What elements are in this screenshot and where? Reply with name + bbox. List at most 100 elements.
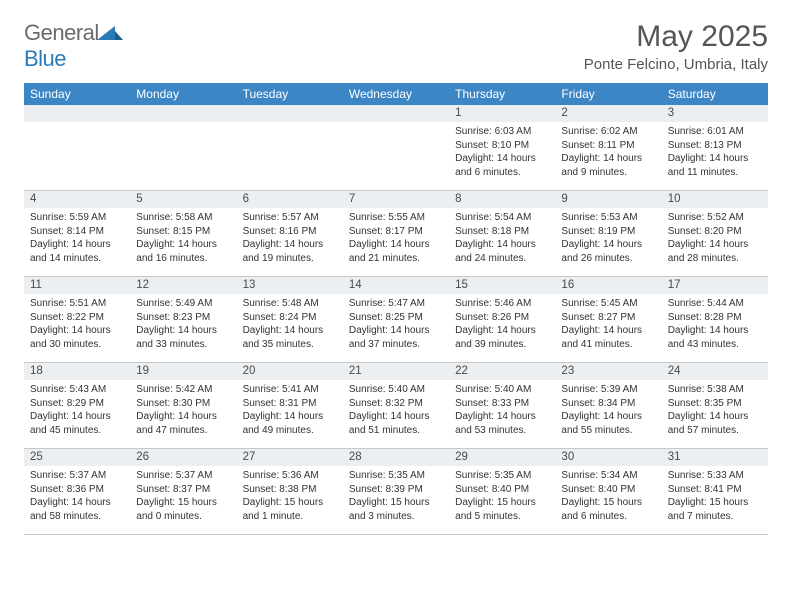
calendar-cell: 9Sunrise: 5:53 AMSunset: 8:19 PMDaylight… — [555, 191, 661, 277]
calendar-cell: 3Sunrise: 6:01 AMSunset: 8:13 PMDaylight… — [662, 105, 768, 191]
sunrise-text: Sunrise: 5:34 AM — [561, 469, 655, 483]
day-data: Sunrise: 5:49 AMSunset: 8:23 PMDaylight:… — [130, 294, 236, 355]
day-data: Sunrise: 5:45 AMSunset: 8:27 PMDaylight:… — [555, 294, 661, 355]
calendar-cell: 5Sunrise: 5:58 AMSunset: 8:15 PMDaylight… — [130, 191, 236, 277]
sunset-text: Sunset: 8:20 PM — [668, 225, 762, 239]
calendar-cell: 22Sunrise: 5:40 AMSunset: 8:33 PMDayligh… — [449, 363, 555, 449]
daylight-text: Daylight: 15 hours and 0 minutes. — [136, 496, 230, 523]
sunrise-text: Sunrise: 5:54 AM — [455, 211, 549, 225]
calendar-week: 4Sunrise: 5:59 AMSunset: 8:14 PMDaylight… — [24, 191, 768, 277]
sunset-text: Sunset: 8:37 PM — [136, 483, 230, 497]
day-number: 30 — [555, 449, 661, 466]
calendar-cell: 1Sunrise: 6:03 AMSunset: 8:10 PMDaylight… — [449, 105, 555, 191]
sunset-text: Sunset: 8:40 PM — [455, 483, 549, 497]
sunrise-text: Sunrise: 5:43 AM — [30, 383, 124, 397]
daylight-text: Daylight: 14 hours and 39 minutes. — [455, 324, 549, 351]
day-data: Sunrise: 5:36 AMSunset: 8:38 PMDaylight:… — [237, 466, 343, 527]
sunrise-text: Sunrise: 5:44 AM — [668, 297, 762, 311]
dayname-tue: Tuesday — [237, 83, 343, 105]
sunset-text: Sunset: 8:17 PM — [349, 225, 443, 239]
day-number — [24, 105, 130, 122]
daylight-text: Daylight: 15 hours and 1 minute. — [243, 496, 337, 523]
calendar-cell — [237, 105, 343, 191]
daylight-text: Daylight: 14 hours and 11 minutes. — [668, 152, 762, 179]
calendar-cell: 14Sunrise: 5:47 AMSunset: 8:25 PMDayligh… — [343, 277, 449, 363]
calendar-cell: 20Sunrise: 5:41 AMSunset: 8:31 PMDayligh… — [237, 363, 343, 449]
calendar-cell: 10Sunrise: 5:52 AMSunset: 8:20 PMDayligh… — [662, 191, 768, 277]
sunset-text: Sunset: 8:30 PM — [136, 397, 230, 411]
calendar: Sunday Monday Tuesday Wednesday Thursday… — [24, 83, 768, 535]
calendar-cell: 29Sunrise: 5:35 AMSunset: 8:40 PMDayligh… — [449, 449, 555, 535]
calendar-cell: 11Sunrise: 5:51 AMSunset: 8:22 PMDayligh… — [24, 277, 130, 363]
brand-word2: Blue — [24, 46, 66, 71]
calendar-cell: 4Sunrise: 5:59 AMSunset: 8:14 PMDaylight… — [24, 191, 130, 277]
sunset-text: Sunset: 8:33 PM — [455, 397, 549, 411]
calendar-cell: 6Sunrise: 5:57 AMSunset: 8:16 PMDaylight… — [237, 191, 343, 277]
sunrise-text: Sunrise: 5:58 AM — [136, 211, 230, 225]
sunrise-text: Sunrise: 5:51 AM — [30, 297, 124, 311]
sunrise-text: Sunrise: 5:48 AM — [243, 297, 337, 311]
day-data: Sunrise: 5:40 AMSunset: 8:33 PMDaylight:… — [449, 380, 555, 441]
day-data: Sunrise: 5:57 AMSunset: 8:16 PMDaylight:… — [237, 208, 343, 269]
sunrise-text: Sunrise: 5:38 AM — [668, 383, 762, 397]
sunrise-text: Sunrise: 5:36 AM — [243, 469, 337, 483]
sunset-text: Sunset: 8:31 PM — [243, 397, 337, 411]
day-number: 18 — [24, 363, 130, 380]
day-data: Sunrise: 5:37 AMSunset: 8:37 PMDaylight:… — [130, 466, 236, 527]
calendar-week: 25Sunrise: 5:37 AMSunset: 8:36 PMDayligh… — [24, 449, 768, 535]
day-number: 19 — [130, 363, 236, 380]
sunrise-text: Sunrise: 5:41 AM — [243, 383, 337, 397]
sunset-text: Sunset: 8:40 PM — [561, 483, 655, 497]
calendar-cell: 8Sunrise: 5:54 AMSunset: 8:18 PMDaylight… — [449, 191, 555, 277]
sunrise-text: Sunrise: 5:52 AM — [668, 211, 762, 225]
day-number: 14 — [343, 277, 449, 294]
day-number: 8 — [449, 191, 555, 208]
day-number: 20 — [237, 363, 343, 380]
calendar-cell: 2Sunrise: 6:02 AMSunset: 8:11 PMDaylight… — [555, 105, 661, 191]
sunset-text: Sunset: 8:16 PM — [243, 225, 337, 239]
sunrise-text: Sunrise: 5:55 AM — [349, 211, 443, 225]
sunrise-text: Sunrise: 5:42 AM — [136, 383, 230, 397]
day-number: 16 — [555, 277, 661, 294]
daylight-text: Daylight: 14 hours and 30 minutes. — [30, 324, 124, 351]
calendar-cell — [130, 105, 236, 191]
day-data: Sunrise: 5:43 AMSunset: 8:29 PMDaylight:… — [24, 380, 130, 441]
day-number: 1 — [449, 105, 555, 122]
calendar-cell: 7Sunrise: 5:55 AMSunset: 8:17 PMDaylight… — [343, 191, 449, 277]
day-data: Sunrise: 5:39 AMSunset: 8:34 PMDaylight:… — [555, 380, 661, 441]
title-block: May 2025 Ponte Felcino, Umbria, Italy — [584, 20, 768, 73]
day-number: 10 — [662, 191, 768, 208]
day-number: 7 — [343, 191, 449, 208]
sunset-text: Sunset: 8:22 PM — [30, 311, 124, 325]
calendar-cell: 27Sunrise: 5:36 AMSunset: 8:38 PMDayligh… — [237, 449, 343, 535]
dayname-sun: Sunday — [24, 83, 130, 105]
sunset-text: Sunset: 8:36 PM — [30, 483, 124, 497]
sunset-text: Sunset: 8:28 PM — [668, 311, 762, 325]
day-number: 3 — [662, 105, 768, 122]
day-data: Sunrise: 5:35 AMSunset: 8:40 PMDaylight:… — [449, 466, 555, 527]
sunrise-text: Sunrise: 5:40 AM — [455, 383, 549, 397]
sunrise-text: Sunrise: 5:45 AM — [561, 297, 655, 311]
day-number: 9 — [555, 191, 661, 208]
day-data: Sunrise: 5:59 AMSunset: 8:14 PMDaylight:… — [24, 208, 130, 269]
day-data: Sunrise: 5:35 AMSunset: 8:39 PMDaylight:… — [343, 466, 449, 527]
day-number: 12 — [130, 277, 236, 294]
day-number — [237, 105, 343, 122]
day-number: 24 — [662, 363, 768, 380]
day-data: Sunrise: 5:38 AMSunset: 8:35 PMDaylight:… — [662, 380, 768, 441]
header: GeneralBlue May 2025 Ponte Felcino, Umbr… — [24, 20, 768, 73]
dayname-wed: Wednesday — [343, 83, 449, 105]
daylight-text: Daylight: 15 hours and 5 minutes. — [455, 496, 549, 523]
sunset-text: Sunset: 8:34 PM — [561, 397, 655, 411]
sunset-text: Sunset: 8:25 PM — [349, 311, 443, 325]
dayname-sat: Saturday — [662, 83, 768, 105]
day-number: 23 — [555, 363, 661, 380]
calendar-cell: 24Sunrise: 5:38 AMSunset: 8:35 PMDayligh… — [662, 363, 768, 449]
sunrise-text: Sunrise: 5:57 AM — [243, 211, 337, 225]
day-number: 21 — [343, 363, 449, 380]
sunrise-text: Sunrise: 5:53 AM — [561, 211, 655, 225]
sunrise-text: Sunrise: 5:59 AM — [30, 211, 124, 225]
calendar-cell: 15Sunrise: 5:46 AMSunset: 8:26 PMDayligh… — [449, 277, 555, 363]
sunrise-text: Sunrise: 5:33 AM — [668, 469, 762, 483]
day-data: Sunrise: 5:53 AMSunset: 8:19 PMDaylight:… — [555, 208, 661, 269]
